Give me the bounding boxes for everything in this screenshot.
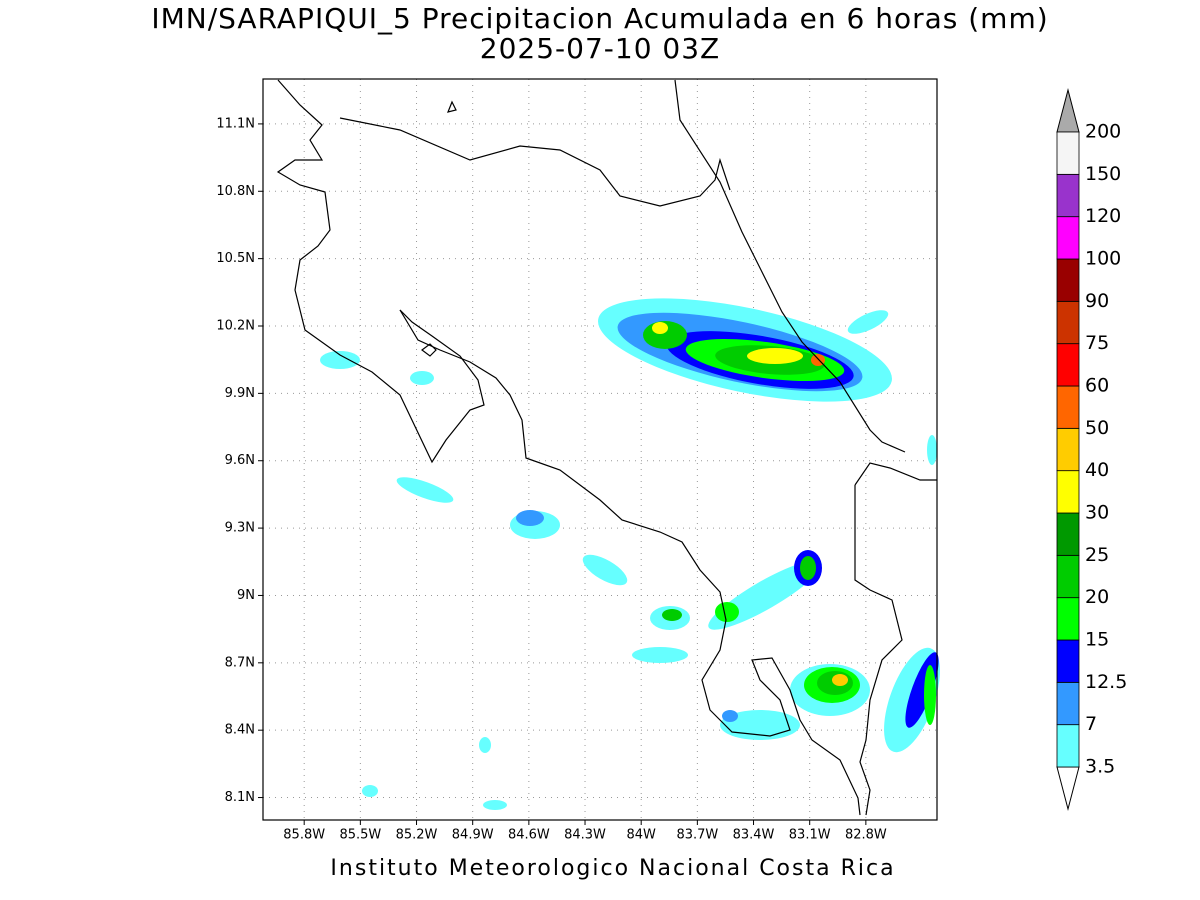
precip-area (516, 510, 544, 526)
colorbar-label: 12.5 (1085, 671, 1127, 693)
x-tick-label: 83.4W (733, 828, 775, 843)
colorbar-label: 50 (1085, 417, 1109, 439)
precip-area (362, 785, 378, 797)
y-tick-label: 9N (237, 588, 255, 603)
y-tick-label: 8.7N (225, 655, 255, 670)
precip-area (396, 477, 454, 503)
precip-area (715, 602, 739, 622)
colorbar-bin (1056, 131, 1080, 175)
colorbar-bin (1056, 597, 1080, 641)
title: IMN/SARAPIQUI_5 Precipitacion Acumulada … (151, 2, 1048, 35)
colorbar-bin (1056, 216, 1080, 260)
y-tick-label: 11.1N (216, 116, 255, 131)
colorbar-bin (1056, 681, 1080, 726)
x-tick-label: 83.1W (789, 828, 831, 843)
credit: Instituto Meteorologico Nacional Costa R… (330, 856, 895, 881)
colorbar-label: 25 (1085, 544, 1109, 566)
colorbar-label: 40 (1085, 459, 1109, 481)
precip-area (632, 647, 688, 663)
y-tick-label: 10.8N (216, 184, 255, 199)
colorbar-label: 120 (1085, 205, 1121, 227)
y-tick-label: 9.9N (225, 386, 255, 401)
precip-area (479, 737, 491, 753)
colorbar-label: 3.5 (1085, 756, 1115, 778)
colorbar-bin (1056, 427, 1080, 472)
map-frame (262, 78, 938, 821)
colorbar-bin (1056, 258, 1080, 302)
x-tick-label: 84.6W (508, 828, 550, 843)
coastlines (276, 79, 937, 816)
colorbar-label: 200 (1085, 121, 1121, 143)
x-tick-label: 85.2W (396, 828, 438, 843)
y-tick-label: 8.4N (225, 723, 255, 738)
colorbar-over (1056, 88, 1080, 133)
colorbar-bin (1056, 300, 1080, 345)
precip-area (832, 674, 848, 686)
precip-area (927, 435, 937, 465)
precip-area (320, 351, 360, 369)
x-tick-label: 84W (626, 828, 656, 843)
x-tick-label: 84.9W (452, 828, 494, 843)
colorbar-bin (1056, 512, 1080, 556)
colorbar-label: 150 (1085, 163, 1121, 185)
precip-area (652, 322, 668, 334)
x-tick-label: 83.7W (676, 828, 718, 843)
x-tick-label: 85.5W (339, 828, 381, 843)
subtitle: 2025-07-10 03Z (480, 32, 720, 65)
colorbar-label: 75 (1085, 332, 1109, 354)
precip-area (662, 609, 682, 621)
colorbar-label: 15 (1085, 629, 1109, 651)
colorbar-label: 30 (1085, 502, 1109, 524)
y-tick-label: 9.6N (225, 453, 255, 468)
precip-area (582, 554, 628, 586)
colorbar-bin (1056, 724, 1080, 768)
colorbar-under (1056, 766, 1080, 811)
colorbar-label: 90 (1085, 290, 1109, 312)
x-tick-label: 82.8W (845, 828, 887, 843)
precip-area (800, 556, 816, 580)
colorbar-label: 7 (1085, 713, 1097, 735)
colorbar: 3.5 7 12.5 15 20 25 30 40 50 60 75 90 100 120 150 200 (1056, 88, 1127, 811)
colorbar-bin (1056, 173, 1080, 218)
colorbar-bin (1056, 343, 1080, 387)
precip-area (847, 310, 889, 334)
precip-area (410, 371, 434, 385)
colorbar-bin (1056, 385, 1080, 429)
x-tick-label: 85.8W (283, 828, 325, 843)
colorbar-label: 60 (1085, 375, 1109, 397)
y-tick-label: 10.5N (216, 251, 255, 266)
colorbar-bin (1056, 639, 1080, 683)
precip-area (747, 348, 803, 364)
y-tick-label: 10.2N (216, 319, 255, 334)
precip-area (483, 800, 507, 810)
y-tick-label: 8.1N (225, 790, 255, 805)
colorbar-bin (1056, 470, 1080, 514)
grid: 85.8W 85.5W 85.2W 84.9W 84.6W 84.3W 84W 83.7W 83… (216, 79, 937, 843)
y-tick-label: 9.3N (225, 521, 255, 536)
colorbar-label: 100 (1085, 248, 1121, 270)
precip-area (722, 710, 738, 722)
precip-area (924, 665, 936, 725)
colorbar-label: 20 (1085, 586, 1109, 608)
colorbar-bin (1056, 554, 1080, 599)
x-tick-label: 84.3W (564, 828, 606, 843)
